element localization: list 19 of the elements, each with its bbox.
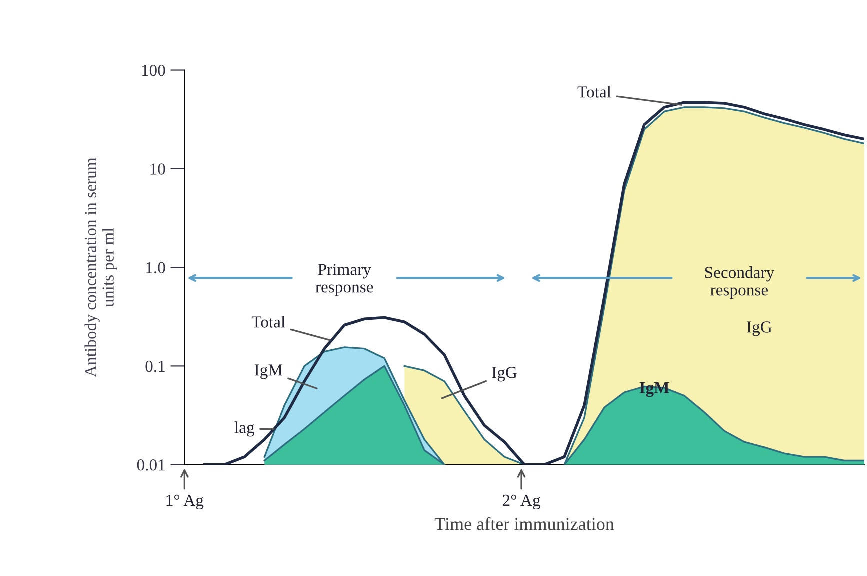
annotation: Primary response [316, 264, 374, 296]
text: 2° Ag [502, 494, 541, 510]
y-tick-label: 1.0 [146, 262, 166, 274]
y-axis-title: Antibody concentration in serum units per ml [84, 158, 118, 378]
line-series [203, 101, 864, 465]
annotation: Secondary response [705, 266, 775, 300]
annotation: IgM [254, 364, 282, 380]
x-axis-title: Time after immunization [434, 517, 614, 530]
y-tick-label: 100 [142, 64, 166, 76]
annotation: IgG [747, 322, 772, 336]
annotation: Total [252, 316, 286, 328]
annotation: lag [234, 422, 255, 437]
y-tick-label: 0.1 [146, 360, 165, 372]
y-tick-label: 10 [150, 164, 166, 175]
annotation: Total [578, 86, 612, 98]
y-tick-label: 0.01 [137, 460, 165, 471]
annotation: IgG [492, 367, 517, 382]
text: 1° Ag [166, 494, 204, 510]
annotation: IgM [640, 382, 670, 398]
